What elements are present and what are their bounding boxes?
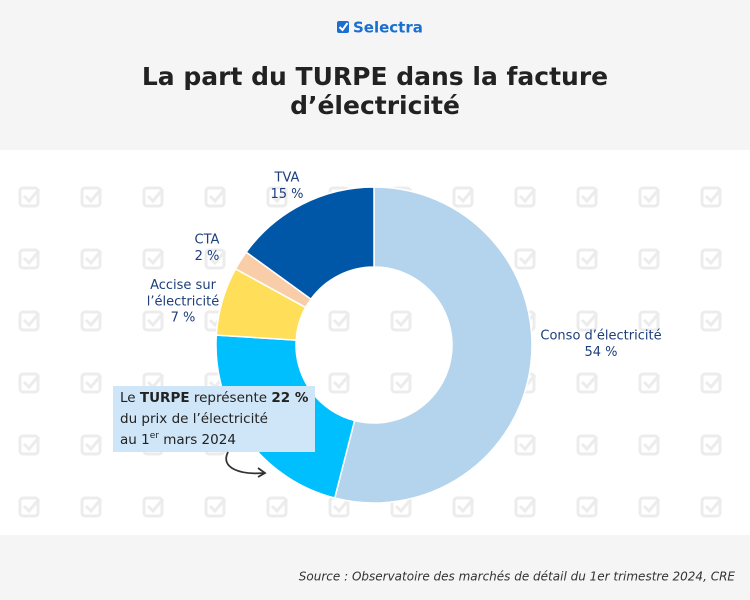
slice-label: CTA bbox=[195, 233, 220, 248]
logo-check bbox=[338, 22, 349, 32]
donut-slice bbox=[333, 186, 533, 504]
slice-label-part: Accise sur bbox=[150, 278, 216, 293]
donut-slice bbox=[245, 186, 375, 301]
annotation: au 1er mars 2024 bbox=[120, 431, 236, 449]
source: Source : Observatoire des marchés de dét… bbox=[299, 570, 736, 584]
annotation: Le TURPE représente 22 % bbox=[120, 390, 309, 406]
slice-label: Conso d’électricité bbox=[540, 329, 661, 344]
value-label: 2 % bbox=[195, 249, 220, 264]
annotation-arrow bbox=[225, 451, 265, 475]
slice-label-part: l’électricité bbox=[147, 294, 219, 309]
value-label: 15 % bbox=[270, 187, 303, 202]
value-label: 54 % bbox=[584, 345, 617, 360]
chart-title: La part du TURPE dans la facture bbox=[142, 62, 608, 91]
annotation: du prix de l’électricité bbox=[120, 411, 268, 427]
brand: Selectra bbox=[353, 19, 423, 37]
annotation-arrowhead bbox=[257, 467, 267, 478]
slice-label: TVA bbox=[274, 171, 300, 186]
chart-title: d’électricité bbox=[290, 91, 460, 120]
value-label: 7 % bbox=[171, 311, 196, 326]
logo: Selectra bbox=[337, 19, 423, 37]
slice-label: Accise sur l’électricité bbox=[147, 278, 219, 310]
annotation-box bbox=[113, 386, 315, 452]
